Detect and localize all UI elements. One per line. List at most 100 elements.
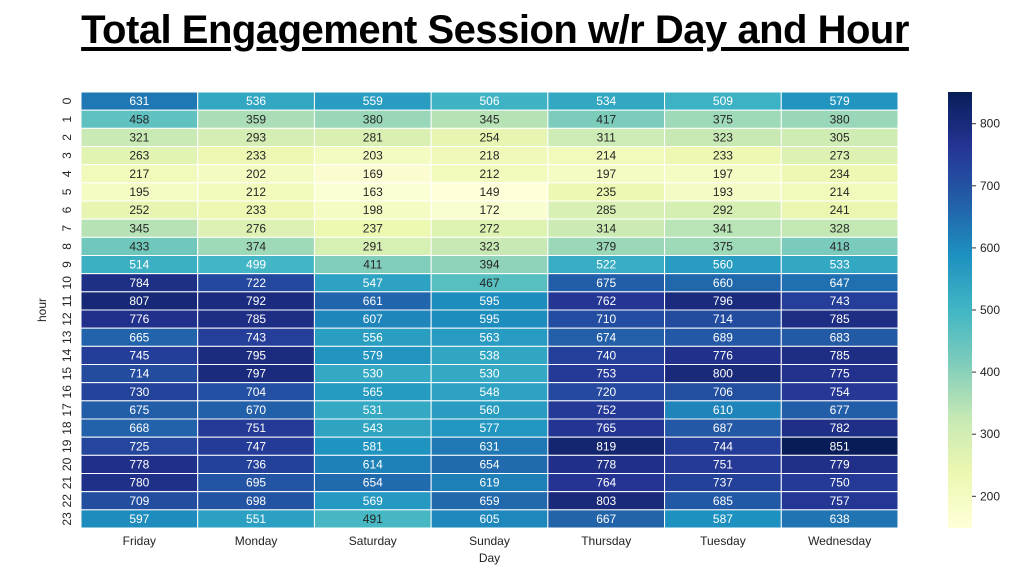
heatmap-cell-label: 779 bbox=[830, 457, 850, 471]
heatmap-cell-label: 467 bbox=[479, 276, 499, 290]
heatmap-cell-label: 685 bbox=[713, 494, 733, 508]
heatmap-cell-label: 765 bbox=[596, 421, 616, 435]
heatmap-cell-label: 665 bbox=[129, 330, 149, 344]
heatmap-cell-label: 610 bbox=[713, 403, 733, 417]
heatmap-cell-label: 314 bbox=[596, 221, 616, 235]
heatmap-cell-label: 706 bbox=[713, 385, 733, 399]
heatmap-cell-label: 341 bbox=[713, 221, 733, 235]
heatmap-cell-label: 559 bbox=[363, 94, 383, 108]
heatmap-cell-label: 411 bbox=[363, 258, 382, 272]
heatmap-cell-label: 605 bbox=[479, 512, 499, 526]
heatmap-cell-label: 234 bbox=[830, 167, 850, 181]
y-tick-label: 3 bbox=[60, 152, 74, 159]
y-tick-label: 13 bbox=[60, 330, 74, 344]
heatmap-cell-label: 233 bbox=[246, 149, 266, 163]
x-axis-title: Day bbox=[479, 551, 500, 565]
heatmap-cell-label: 241 bbox=[830, 203, 850, 217]
heatmap-cell-label: 563 bbox=[479, 330, 499, 344]
colorbar-tick-label: 400 bbox=[980, 365, 1000, 379]
heatmap-cell-label: 547 bbox=[363, 276, 383, 290]
colorbar-ticks: 200 300 400 500 600 700 800 bbox=[972, 117, 1000, 503]
heatmap-cell-label: 659 bbox=[479, 494, 499, 508]
heatmap-cell-label: 273 bbox=[830, 149, 850, 163]
y-tick-label: 0 bbox=[60, 97, 74, 104]
heatmap-cell-label: 172 bbox=[479, 203, 499, 217]
heatmap-cell-label: 751 bbox=[246, 421, 266, 435]
heatmap-cell-label: 548 bbox=[479, 385, 499, 399]
heatmap-cell-label: 740 bbox=[596, 348, 616, 362]
y-tick-label: 1 bbox=[60, 116, 74, 123]
heatmap-cell-label: 797 bbox=[246, 367, 266, 381]
heatmap-cell-label: 752 bbox=[596, 403, 616, 417]
heatmap-cell-label: 784 bbox=[129, 276, 149, 290]
y-tick-label: 8 bbox=[60, 243, 74, 250]
heatmap-cell-label: 782 bbox=[830, 421, 850, 435]
heatmap-cell-label: 785 bbox=[246, 312, 266, 326]
colorbar-tick-label: 700 bbox=[980, 179, 1000, 193]
x-tick-label: Saturday bbox=[349, 534, 397, 548]
heatmap-cell-label: 522 bbox=[596, 258, 616, 272]
heatmap-cell-label: 776 bbox=[129, 312, 149, 326]
heatmap-cell-label: 581 bbox=[363, 439, 383, 453]
heatmap-cell bbox=[780, 509, 899, 529]
colorbar-tick-label: 800 bbox=[980, 117, 1000, 131]
heatmap-cell-label: 778 bbox=[129, 457, 149, 471]
heatmap-cell-label: 293 bbox=[246, 130, 266, 144]
heatmap-cell-label: 509 bbox=[713, 94, 733, 108]
y-tick-label: 9 bbox=[60, 261, 74, 268]
heatmap-cell-label: 197 bbox=[596, 167, 616, 181]
heatmap-cell-label: 254 bbox=[479, 130, 499, 144]
heatmap-cell-label: 597 bbox=[129, 512, 149, 526]
heatmap-cell-label: 674 bbox=[596, 330, 616, 344]
heatmap-cell-label: 795 bbox=[246, 348, 266, 362]
heatmap-cell-label: 433 bbox=[129, 239, 149, 253]
heatmap-cell-label: 292 bbox=[713, 203, 733, 217]
heatmap-cell-label: 560 bbox=[713, 258, 733, 272]
heatmap-cell-label: 281 bbox=[363, 130, 383, 144]
heatmap-cell-label: 792 bbox=[246, 294, 266, 308]
heatmap-cell-label: 695 bbox=[246, 476, 266, 490]
heatmap-cell-label: 668 bbox=[129, 421, 149, 435]
heatmap-cell-label: 647 bbox=[830, 276, 850, 290]
colorbar-tick-label: 500 bbox=[980, 303, 1000, 317]
heatmap-cell-label: 359 bbox=[246, 112, 266, 126]
heatmap-cell-label: 285 bbox=[596, 203, 616, 217]
heatmap-cell-label: 737 bbox=[713, 476, 733, 490]
heatmap-cell-label: 689 bbox=[713, 330, 733, 344]
heatmap-cell-label: 614 bbox=[363, 457, 383, 471]
heatmap-cell-label: 375 bbox=[713, 112, 733, 126]
heatmap-cell-label: 803 bbox=[596, 494, 616, 508]
y-tick-label: 14 bbox=[60, 348, 74, 362]
heatmap-cell-label: 800 bbox=[713, 367, 733, 381]
heatmap-cell-label: 714 bbox=[713, 312, 733, 326]
heatmap-cell-label: 698 bbox=[246, 494, 266, 508]
heatmap-cell-label: 819 bbox=[596, 439, 616, 453]
heatmap-cell-label: 762 bbox=[596, 294, 616, 308]
heatmap-cell-label: 380 bbox=[830, 112, 850, 126]
y-tick-label: 6 bbox=[60, 206, 74, 213]
heatmap-cell-label: 536 bbox=[246, 94, 266, 108]
heatmap-cell-label: 530 bbox=[479, 367, 499, 381]
heatmap-cell-label: 263 bbox=[129, 149, 149, 163]
heatmap-cell-label: 272 bbox=[479, 221, 499, 235]
y-tick-label: 16 bbox=[60, 385, 74, 399]
heatmap-cell-label: 776 bbox=[713, 348, 733, 362]
heatmap-cell-label: 736 bbox=[246, 457, 266, 471]
colorbar-gradient bbox=[948, 92, 972, 528]
y-tick-label: 12 bbox=[60, 312, 74, 326]
heatmap-cell-label: 197 bbox=[713, 167, 733, 181]
heatmap-cell-label: 619 bbox=[479, 476, 499, 490]
colorbar-tick-label: 200 bbox=[980, 489, 1000, 503]
y-tick-label: 19 bbox=[60, 439, 74, 453]
heatmap-cell-label: 722 bbox=[246, 276, 266, 290]
heatmap-cell-label: 551 bbox=[246, 512, 266, 526]
heatmap-cell-label: 660 bbox=[713, 276, 733, 290]
heatmap-cell-label: 217 bbox=[129, 167, 149, 181]
heatmap-cell-label: 538 bbox=[479, 348, 499, 362]
heatmap-cell-label: 195 bbox=[129, 185, 149, 199]
y-tick-label: 18 bbox=[60, 421, 74, 435]
heatmap-cell-label: 149 bbox=[479, 185, 499, 199]
x-tick-label: Friday bbox=[123, 534, 156, 548]
heatmap-cell-label: 565 bbox=[363, 385, 383, 399]
heatmap-cell-label: 754 bbox=[830, 385, 850, 399]
